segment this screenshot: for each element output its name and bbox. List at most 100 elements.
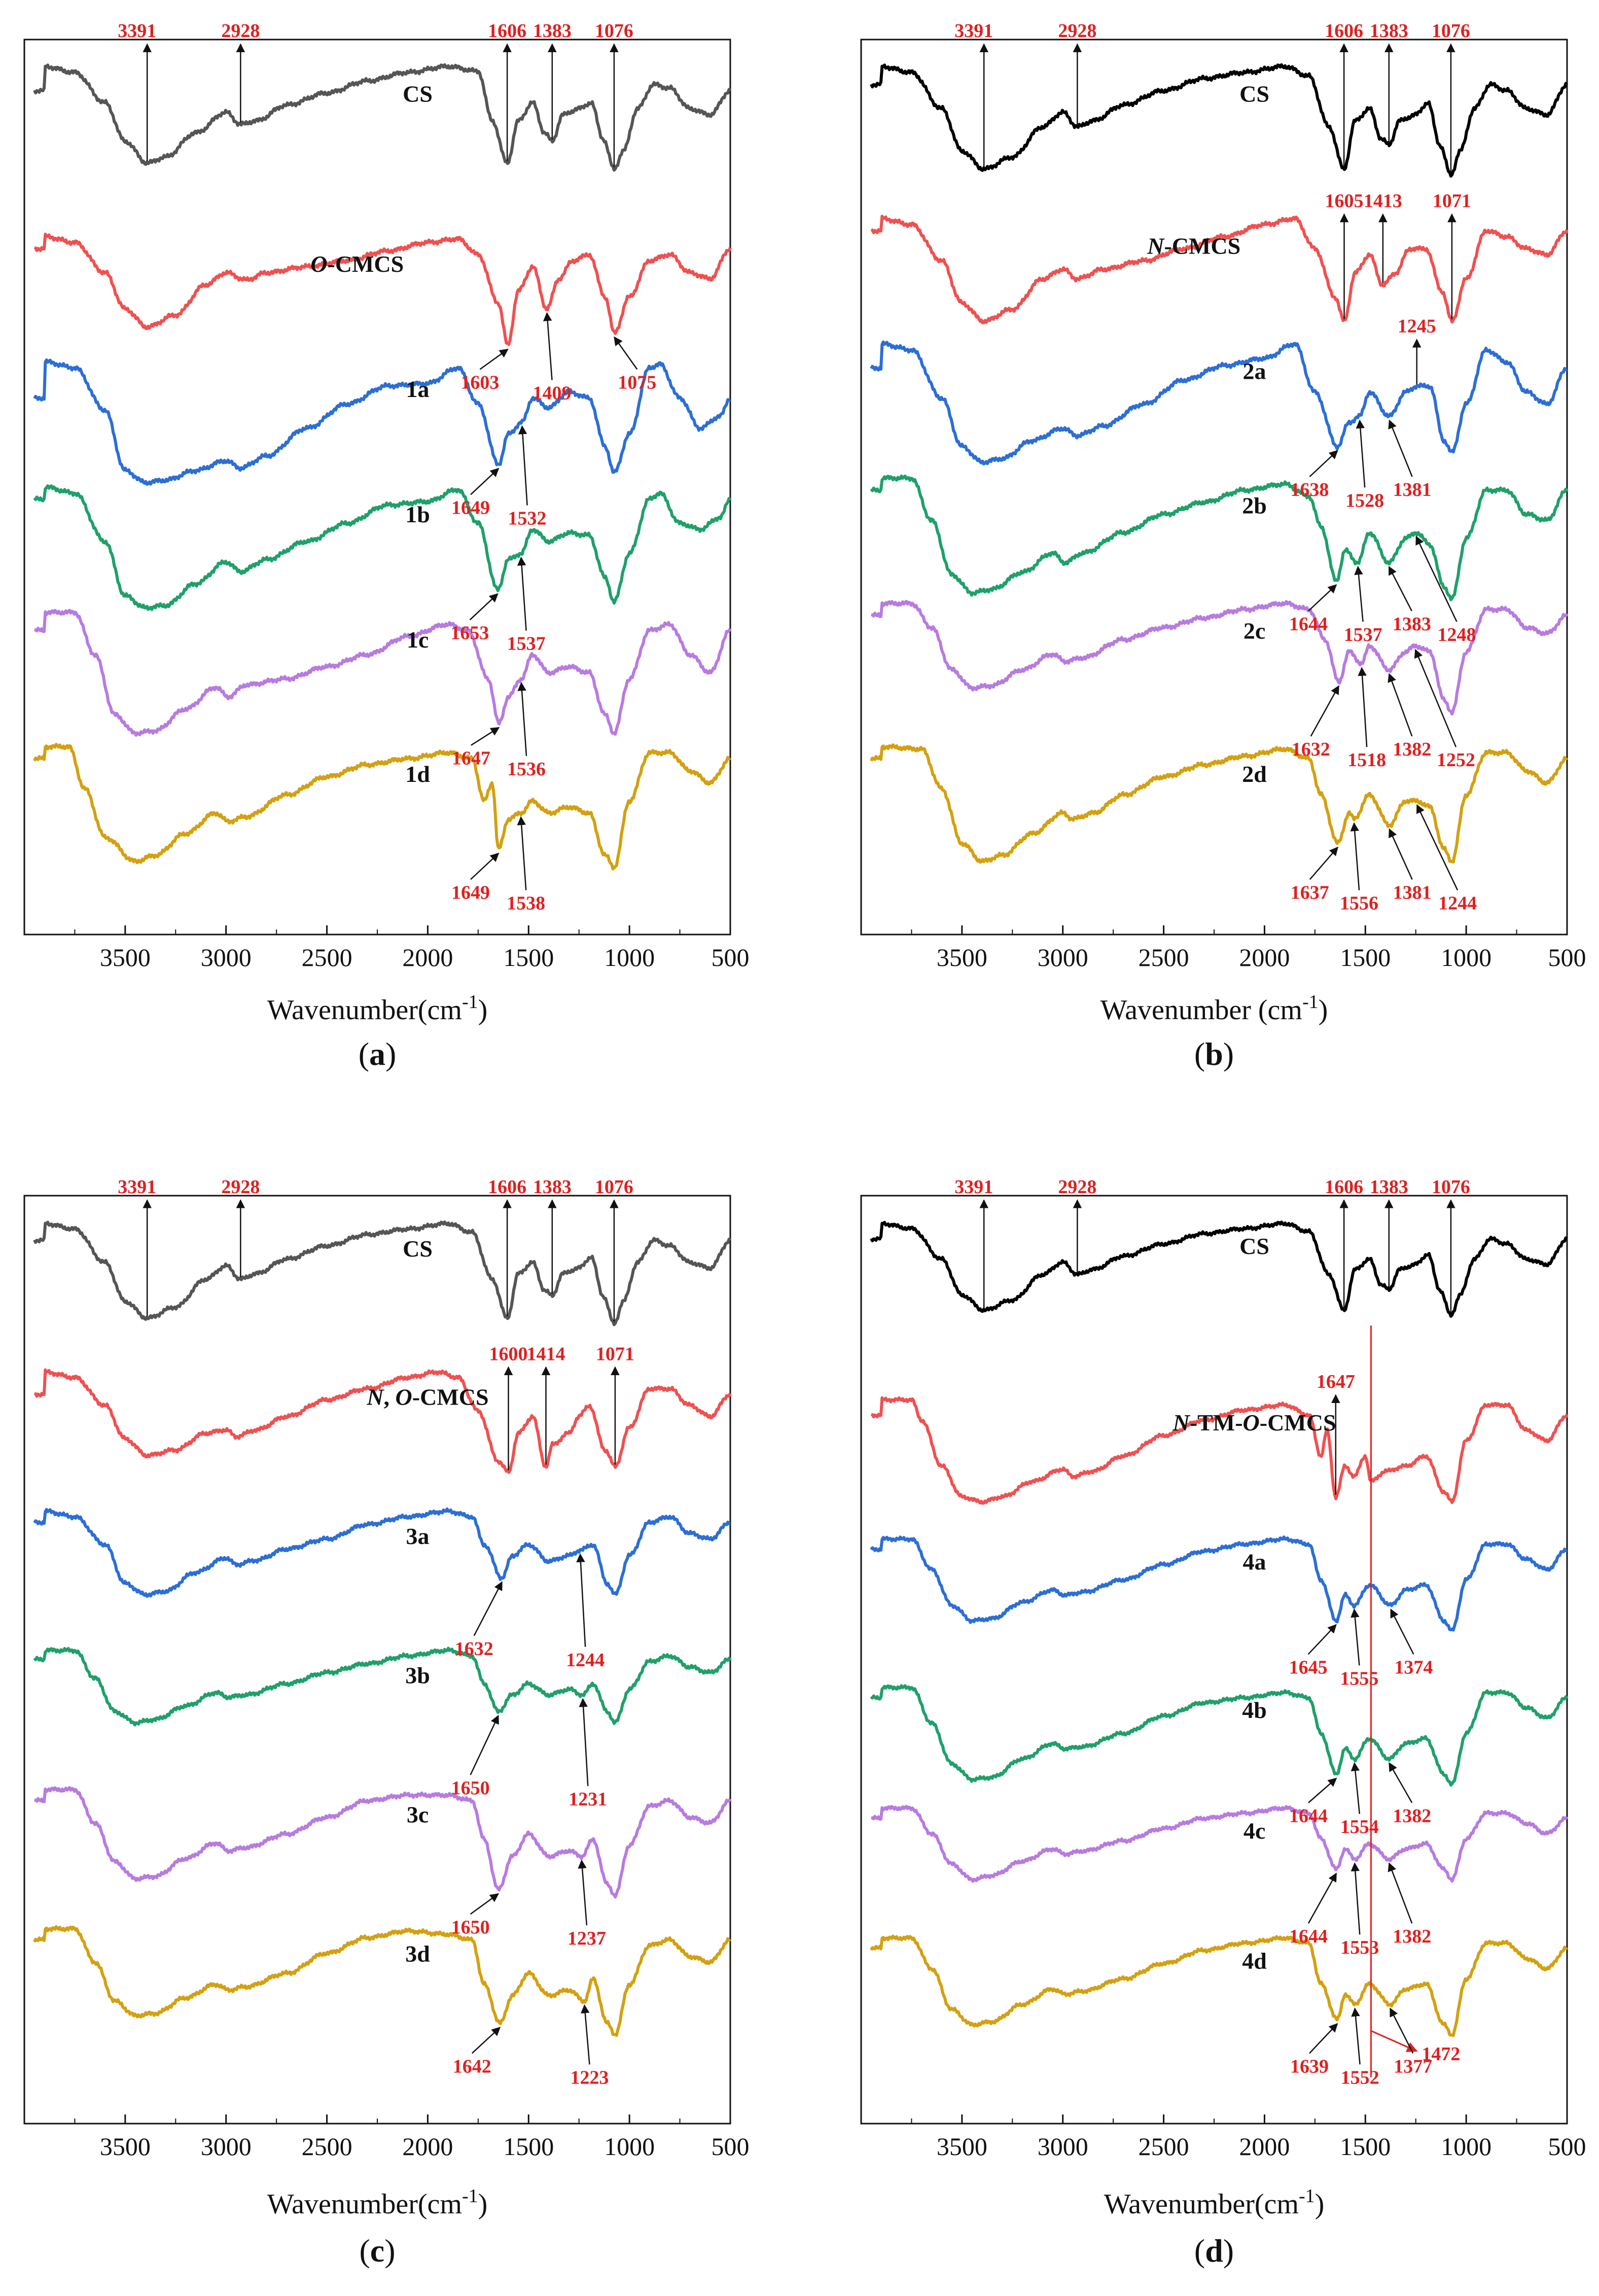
- peak-label: 1606: [1325, 1176, 1363, 1198]
- peak-label: 3391: [118, 20, 156, 42]
- peak-label: 1231: [568, 1788, 607, 1810]
- peak-label: 1252: [1437, 749, 1475, 771]
- peak-label: 1248: [1438, 624, 1476, 645]
- reference-arrow: [1370, 2030, 1418, 2052]
- peak-arrow: [470, 468, 500, 495]
- series-line-2a: [870, 340, 1568, 465]
- peak-arrow: [576, 1553, 586, 1647]
- series-line-4d: [870, 1934, 1568, 2037]
- x-tick-label: 3500: [100, 943, 151, 972]
- x-axis-title: Wavenumber(cm-1): [1104, 2185, 1325, 2220]
- peak-arrow: [1414, 649, 1457, 747]
- x-tick-label: 1000: [604, 943, 655, 972]
- series-line-3a: [33, 1507, 731, 1598]
- peak-arrow: [470, 852, 500, 880]
- series-label: CS: [403, 81, 433, 107]
- plot-frame: [23, 39, 731, 936]
- peak-label: 3391: [954, 1176, 993, 1198]
- x-tick-label: 1500: [503, 2132, 554, 2161]
- peak-label: 1650: [451, 1777, 490, 1799]
- series-line-CS: [33, 1220, 731, 1326]
- x-tick-label: 1500: [1340, 2132, 1391, 2161]
- peak-arrow: [517, 556, 527, 631]
- peak-label: 1647: [1317, 1371, 1355, 1392]
- peak-arrow: [1416, 804, 1459, 891]
- peak-label: 1639: [1290, 2056, 1329, 2077]
- series-label: 2b: [1242, 492, 1267, 518]
- x-tick-label: 3000: [1038, 943, 1088, 972]
- peak-label: 1383: [1393, 614, 1431, 635]
- x-tick-label: 2500: [1139, 2132, 1189, 2161]
- peak-label: 1538: [507, 893, 545, 914]
- peak-arrow: [1356, 419, 1366, 488]
- peak-arrow: [1358, 667, 1368, 747]
- series-label: 4c: [1243, 1818, 1265, 1844]
- peak-label: 1537: [507, 633, 546, 655]
- x-tick-label: 2500: [302, 2132, 352, 2161]
- series-line-3b: [33, 1646, 732, 1727]
- peak-label: 2928: [221, 1176, 260, 1198]
- peak-label: 1383: [1370, 1176, 1408, 1198]
- x-axis-title: Wavenumber (cm-1): [1100, 991, 1328, 1026]
- series-line-3d: [33, 1925, 731, 2037]
- peak-label: 1606: [488, 1176, 526, 1198]
- peak-label: 1374: [1394, 1657, 1433, 1678]
- series-line-4b: [870, 1684, 1569, 1787]
- peak-label: 2928: [221, 20, 260, 42]
- x-tick-label: 500: [712, 943, 750, 972]
- x-tick-label: 2000: [1239, 943, 1290, 972]
- peak-label: 3391: [954, 20, 993, 42]
- panel-label: (b): [1194, 1036, 1234, 1072]
- series-line-N,O-CMCS: [33, 1368, 732, 1474]
- peak-label: 1244: [566, 1649, 605, 1671]
- panel-a: 3500 3000 2500 2000 1500 1000 500 Wavenumber(cm…: [23, 20, 750, 1072]
- peak-label: 1555: [1340, 1668, 1378, 1689]
- series-label: CS: [403, 1236, 433, 1262]
- x-tick-label: 1500: [503, 943, 554, 972]
- peak-arrow: [543, 312, 553, 380]
- peak-label: 1383: [533, 1176, 572, 1198]
- series-label: 3d: [405, 1941, 430, 1967]
- peak-arrow: [1308, 584, 1337, 612]
- peak-arrow: [1354, 565, 1364, 622]
- peak-label: 1645: [1289, 1657, 1328, 1678]
- series-label: CS: [1239, 1233, 1269, 1259]
- x-axis-title: Wavenumber(cm-1): [267, 2185, 488, 2220]
- peak-arrow: [1309, 2023, 1338, 2054]
- peak-label: 1383: [1370, 20, 1408, 42]
- peak-label: 1413: [1364, 191, 1402, 212]
- series-label: 4a: [1243, 1549, 1266, 1574]
- peak-arrow: [1351, 1862, 1361, 1935]
- peak-arrow: [1388, 419, 1413, 477]
- series-label: 1b: [405, 501, 430, 527]
- x-tick-label: 3500: [937, 943, 987, 972]
- series-label: 1a: [406, 376, 430, 402]
- series-label: 2a: [1243, 358, 1266, 384]
- x-tick-label: 500: [1548, 2132, 1586, 2161]
- series-label: 1c: [407, 627, 429, 653]
- x-tick-label: 1000: [1441, 943, 1491, 972]
- x-tick-label: 3000: [201, 2132, 252, 2161]
- plot-frame: [860, 39, 1568, 936]
- series-label: N-CMCS: [1147, 233, 1240, 259]
- peak-arrow: [469, 593, 499, 621]
- peak-label: 1644: [1289, 1805, 1328, 1826]
- series-label: 2d: [1242, 761, 1267, 787]
- x-tick-label: 500: [712, 2132, 750, 2161]
- peak-label: 1642: [453, 2056, 491, 2077]
- peak-arrow: [578, 1859, 588, 1925]
- peak-arrow: [1350, 822, 1360, 890]
- peak-label: 1237: [567, 1928, 606, 1949]
- peak-label: 1644: [1289, 614, 1328, 635]
- peak-label: 1381: [1393, 882, 1432, 903]
- peak-label: 1605: [1325, 191, 1364, 212]
- peak-label: 1244: [1438, 893, 1477, 914]
- x-tick-label: 1500: [1340, 943, 1391, 972]
- peak-label: 2928: [1058, 20, 1096, 42]
- panel-b: 3500 3000 2500 2000 1500 1000 500 Wavenumber (c…: [860, 20, 1586, 1072]
- peak-label: 1632: [1292, 739, 1330, 760]
- reference-label: 1472: [1422, 2043, 1460, 2065]
- peak-label: 1383: [533, 20, 572, 42]
- peak-label: 1071: [596, 1343, 634, 1365]
- series-line-CS: [33, 63, 732, 172]
